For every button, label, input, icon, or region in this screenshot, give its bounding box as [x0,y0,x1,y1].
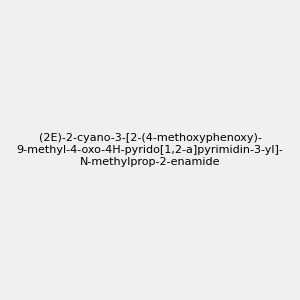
Text: (2E)-2-cyano-3-[2-(4-methoxyphenoxy)-
9-methyl-4-oxo-4H-pyrido[1,2-a]pyrimidin-3: (2E)-2-cyano-3-[2-(4-methoxyphenoxy)- 9-… [16,134,283,166]
